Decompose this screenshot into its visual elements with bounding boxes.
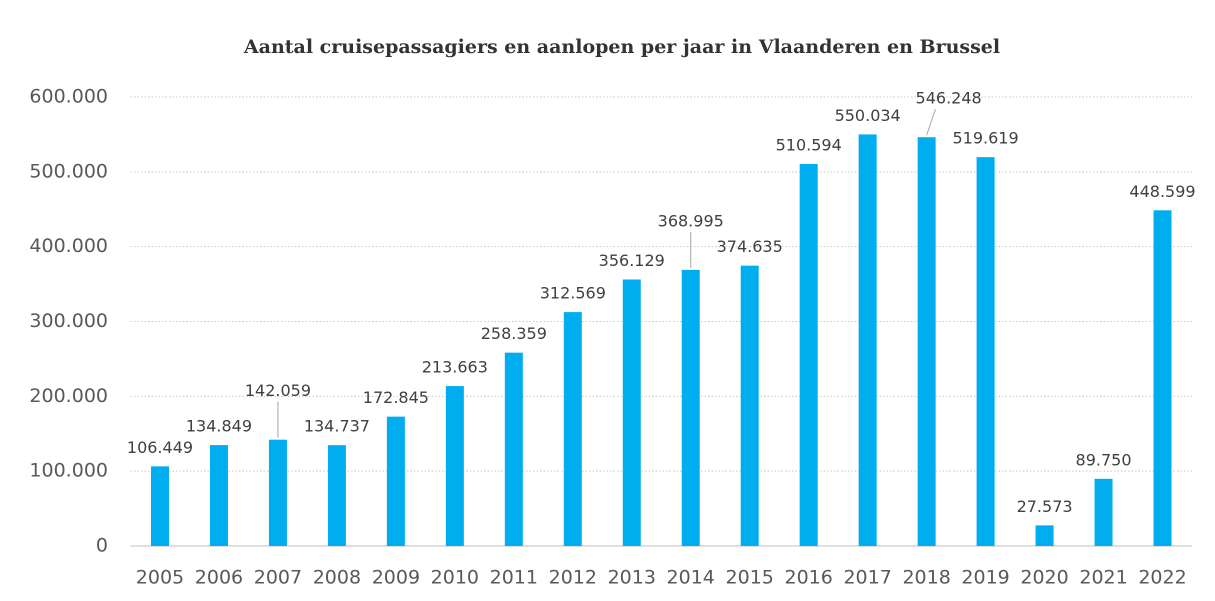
value-label: 134.737 (304, 417, 370, 436)
bar (150, 466, 169, 546)
bar (1153, 210, 1172, 547)
bar (209, 445, 228, 546)
x-tick-label: 2012 (549, 567, 597, 589)
bar (976, 157, 995, 546)
value-label: 550.034 (835, 106, 901, 125)
y-tick-label: 500.000 (29, 160, 108, 182)
value-label: 368.995 (658, 211, 724, 230)
x-tick-label: 2009 (372, 567, 420, 589)
bar (681, 269, 700, 546)
bar (740, 265, 759, 546)
bar (504, 352, 523, 546)
bar (268, 439, 287, 546)
x-tick-label: 2020 (1020, 567, 1068, 589)
x-tick-label: 2007 (254, 567, 302, 589)
x-tick-label: 2022 (1138, 567, 1186, 589)
y-tick-label: 600.000 (29, 86, 108, 108)
value-label: 356.129 (599, 251, 665, 270)
x-tick-label: 2021 (1079, 567, 1127, 589)
value-label: 142.059 (245, 381, 311, 400)
y-tick-label: 400.000 (29, 235, 108, 257)
x-tick-label: 2011 (490, 567, 538, 589)
value-label: 510.594 (776, 135, 842, 154)
value-label: 106.449 (127, 438, 193, 457)
value-label: 27.573 (1017, 497, 1073, 516)
value-label: 546.248 (916, 89, 982, 108)
x-tick-label: 2005 (136, 567, 184, 589)
bar (1035, 525, 1054, 546)
x-tick-label: 2008 (313, 567, 361, 589)
value-label: 213.663 (422, 358, 488, 377)
bar (917, 137, 936, 546)
x-tick-label: 2016 (785, 567, 833, 589)
value-label: 374.635 (717, 237, 783, 256)
value-label: 134.849 (186, 417, 252, 436)
x-tick-label: 2015 (726, 567, 774, 589)
bar (622, 279, 641, 546)
x-tick-label: 2018 (902, 567, 950, 589)
value-label: 89.750 (1076, 450, 1132, 469)
value-label: 448.599 (1129, 182, 1195, 201)
chart-title: Aantal cruisepassagiers en aanlopen per … (243, 36, 1000, 58)
y-tick-label: 0 (96, 535, 108, 557)
x-tick-label: 2019 (961, 567, 1009, 589)
bar (386, 416, 405, 546)
value-label: 172.845 (363, 388, 429, 407)
bar (445, 386, 464, 546)
x-tick-label: 2013 (608, 567, 656, 589)
y-tick-label: 200.000 (29, 385, 108, 407)
y-tick-label: 300.000 (29, 310, 108, 332)
value-label: 258.359 (481, 324, 547, 343)
x-tick-label: 2017 (843, 567, 891, 589)
leader-line (926, 109, 936, 136)
bar (799, 163, 818, 546)
y-tick-label: 100.000 (29, 460, 108, 482)
x-tick-label: 2006 (195, 567, 243, 589)
bar (1094, 478, 1113, 546)
value-label: 519.619 (953, 129, 1019, 148)
x-tick-label: 2010 (431, 567, 479, 589)
x-tick-label: 2014 (667, 567, 715, 589)
bar (563, 312, 582, 546)
value-label: 312.569 (540, 284, 606, 303)
bar (858, 134, 877, 546)
bar (327, 445, 346, 546)
